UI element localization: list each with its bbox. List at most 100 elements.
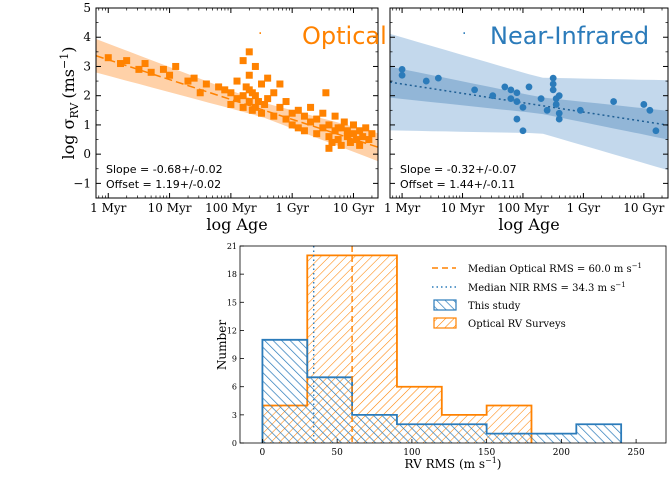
- y-label-unit-sup: −1: [58, 53, 71, 69]
- a-point-25: [245, 71, 253, 79]
- a-point-74: [359, 133, 367, 141]
- a-point-41: [276, 80, 284, 88]
- a-point-23: [245, 98, 253, 106]
- a-point-18: [233, 77, 241, 85]
- hist-bar-this-study-7: [576, 424, 622, 443]
- legend-median-nir-sup: −1: [615, 281, 625, 289]
- histogram-x-ticks: 0 50 100 150 200 250: [260, 439, 645, 458]
- b-point-18: [549, 80, 557, 88]
- b-point-6: [501, 83, 509, 91]
- b-point-17: [549, 74, 557, 82]
- a-point-49: [300, 127, 308, 135]
- b-point-19: [549, 86, 557, 94]
- optical-y-axis-label: log σRV (ms−1): [58, 47, 81, 160]
- legend-optical-surveys-label: Optical RV Surveys: [468, 319, 566, 330]
- histogram-median-lines: [312, 246, 353, 443]
- hist-xlabel-main: RV RMS (m s: [405, 457, 485, 471]
- legend-median-optical-sup: −1: [632, 262, 642, 270]
- a-x-tick-label: 1 Myr: [90, 201, 127, 215]
- a-point-73: [356, 141, 364, 149]
- b-point-10: [513, 98, 521, 105]
- a-point-2: [123, 57, 131, 65]
- histogram-y-ticks: 0 3 6 9 12 15 18 21: [227, 242, 244, 448]
- b-point-0: [398, 65, 406, 73]
- a-point-13: [215, 83, 223, 91]
- nir-panel: 1 Myr 10 Myr 100 Myr 1 Gyr 10 Gyr Near-Infra…: [384, 7, 669, 234]
- b-point-26: [610, 98, 618, 105]
- a-point-17: [233, 95, 241, 103]
- a-y-tick-label: 1: [83, 118, 91, 132]
- a-point-52: [313, 130, 321, 138]
- a-point-38: [270, 112, 278, 120]
- b-point-23: [555, 115, 563, 123]
- hist-x-tick-label: 0: [260, 448, 266, 458]
- a-point-16: [227, 100, 235, 108]
- a-point-20: [239, 92, 247, 100]
- a-point-65: [340, 118, 348, 126]
- a-point-47: [294, 124, 302, 132]
- a-point-11: [196, 89, 204, 97]
- a-point-75: [362, 124, 370, 132]
- y-label-main: log σ: [59, 118, 78, 159]
- a-x-tick-label: 10 Gyr: [333, 201, 374, 215]
- a-point-30: [251, 92, 259, 100]
- a-point-5: [147, 68, 155, 76]
- a-y-tick-label: 2: [83, 89, 91, 103]
- a-point-50: [307, 103, 315, 111]
- nir-points: [398, 65, 660, 135]
- a-point-6: [159, 65, 167, 73]
- optical-offset-text: Offset = 1.19+/-0.02: [106, 178, 221, 191]
- a-point-39: [270, 89, 278, 97]
- y-label-sub: RV: [68, 102, 81, 119]
- a-point-64: [337, 141, 345, 149]
- a-point-12: [202, 80, 210, 88]
- a-point-58: [325, 121, 333, 129]
- b-fit-segment: [390, 81, 668, 126]
- hist-bar-this-study-5: [486, 433, 532, 443]
- a-point-61: [331, 112, 339, 120]
- hist-bar-this-study-4: [441, 424, 487, 443]
- b-point-1: [398, 71, 406, 79]
- hist-xlabel-sup: −1: [485, 456, 497, 465]
- legend-this-study-swatch: [433, 299, 457, 311]
- a-y-tick-label: 0: [83, 147, 91, 161]
- hist-x-tick-label: 50: [331, 448, 343, 458]
- hist-x-tick-label: 200: [553, 448, 570, 458]
- a-point-32: [254, 98, 262, 106]
- b-x-tick-label: 1 Myr: [384, 201, 421, 215]
- a-point-70: [349, 121, 357, 129]
- hist-xlabel-close: ): [497, 457, 502, 471]
- hist-x-tick-label: 150: [478, 448, 495, 458]
- hist-y-tick-label: 21: [227, 242, 237, 251]
- a-point-53: [313, 115, 321, 123]
- a-y-tick-label: −1: [73, 176, 91, 190]
- a-point-36: [264, 95, 272, 103]
- a-point-46: [294, 106, 302, 114]
- a-point-78: [325, 144, 333, 152]
- a-point-72: [356, 127, 364, 135]
- a-point-8: [172, 62, 180, 70]
- a-point-37: [264, 74, 272, 82]
- a-point-35: [261, 100, 269, 108]
- a-point-43: [282, 98, 290, 106]
- legend-optical-surveys-swatch: [433, 317, 457, 329]
- legend-median-nir-text: Median NIR RMS = 34.3 m s: [468, 283, 615, 294]
- b-point-11: [513, 89, 521, 97]
- optical-legend-label: Optical: [302, 22, 387, 50]
- b-point-5: [489, 92, 497, 100]
- b-x-tick-label: 10 Myr: [441, 201, 485, 215]
- optical-legend-marker: ·: [258, 26, 262, 42]
- hist-bar-this-study-3: [396, 424, 442, 443]
- hist-bar-this-study-1: [307, 377, 353, 443]
- b-point-3: [434, 74, 442, 82]
- a-point-40: [276, 103, 284, 111]
- a-point-56: [322, 89, 330, 97]
- a-x-tick-label: 10 Myr: [148, 201, 192, 215]
- a-point-34: [258, 80, 266, 88]
- a-point-10: [190, 74, 198, 82]
- legend-median-nir-label: Median NIR RMS = 34.3 m s−1: [468, 281, 626, 294]
- optical-points: [104, 48, 376, 152]
- a-point-14: [221, 86, 229, 94]
- a-y-tick-label: 4: [83, 30, 91, 44]
- a-point-55: [319, 109, 327, 117]
